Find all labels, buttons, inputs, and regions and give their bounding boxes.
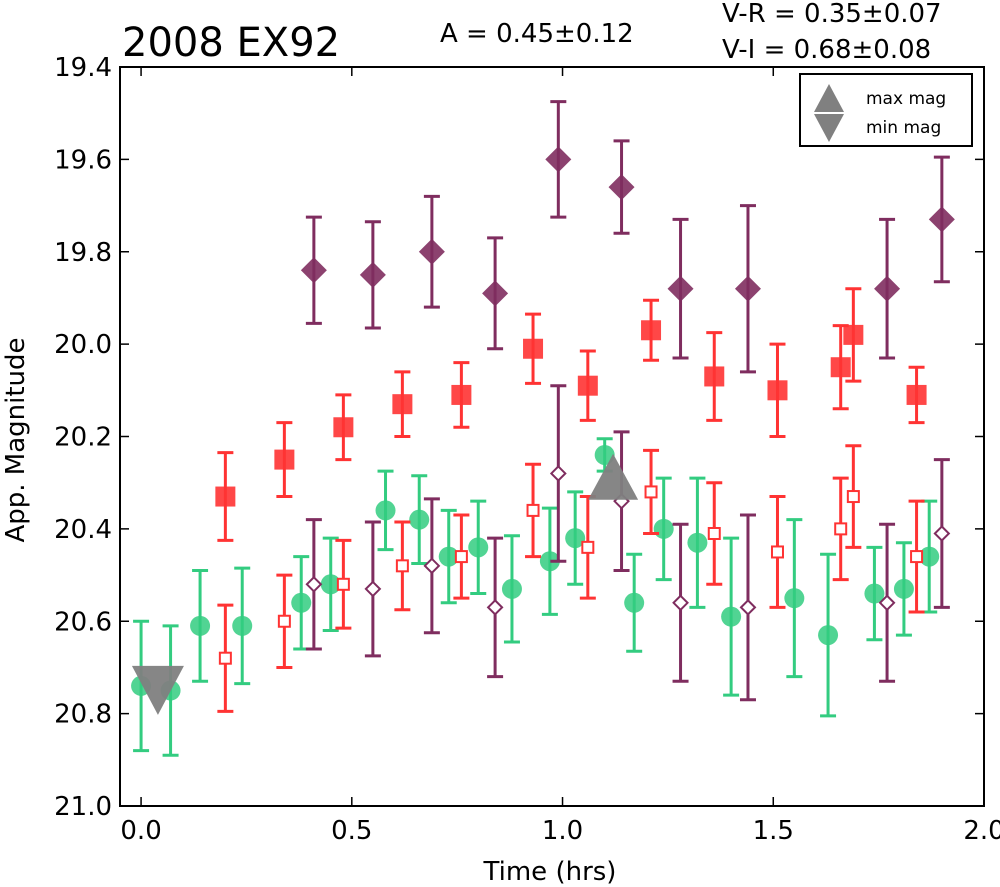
- data-point-square: [215, 486, 236, 507]
- data-point-circle: [539, 551, 560, 572]
- data-point-diamond: [667, 275, 694, 302]
- data-point-diamond: [545, 146, 572, 173]
- y-tick-label: 19.8: [54, 238, 112, 268]
- y-tick-label: 21.0: [54, 792, 112, 822]
- data-point-open-diamond: [739, 598, 757, 616]
- x-tick-label: 0.0: [120, 816, 161, 846]
- x-tick-label: 2.0: [963, 816, 1000, 846]
- x-tick-label: 0.5: [331, 816, 372, 846]
- chart-title: 2008 EX92: [122, 20, 340, 66]
- data-point-open-square: [834, 522, 848, 536]
- y-tick-label: 20.0: [54, 330, 112, 360]
- data-point-open-diamond: [549, 465, 567, 482]
- legend-label-max: max mag: [866, 89, 946, 109]
- data-point-open-square: [770, 545, 784, 559]
- legend-label-min: min mag: [866, 118, 941, 138]
- legend: max mag min mag: [799, 73, 973, 147]
- data-point-open-square: [707, 526, 721, 540]
- data-point-diamond: [608, 174, 635, 201]
- data-point-open-square: [581, 540, 595, 554]
- plot-frame: [119, 66, 985, 807]
- data-point-open-square: [644, 485, 658, 499]
- min-mag-marker: [131, 665, 184, 715]
- data-point-open-square: [454, 550, 468, 564]
- data-point-circle: [864, 583, 885, 604]
- data-point-circle: [375, 500, 396, 521]
- y-axis-label: App. Magnitude: [1, 337, 31, 542]
- data-point-square: [843, 324, 864, 345]
- data-point-circle: [409, 509, 430, 530]
- data-point-square: [333, 417, 354, 438]
- color-index-vi: V-I = 0.68±0.08: [722, 35, 931, 65]
- data-point-diamond: [300, 257, 327, 284]
- data-point-open-diamond: [305, 575, 323, 593]
- data-point-open-square: [218, 651, 232, 665]
- data-point-circle: [818, 625, 839, 646]
- data-point-diamond: [418, 238, 445, 265]
- data-point-square: [704, 366, 725, 387]
- data-point-open-square: [846, 490, 860, 504]
- data-point-square: [392, 394, 413, 415]
- data-point-square: [641, 320, 662, 341]
- data-point-square: [577, 375, 598, 396]
- data-point-circle: [232, 615, 253, 636]
- data-point-open-square: [277, 614, 291, 628]
- data-point-circle: [919, 546, 940, 567]
- x-axis-label: Time (hrs): [483, 857, 617, 887]
- data-point-circle: [468, 537, 489, 558]
- data-point-open-diamond: [672, 594, 689, 612]
- data-point-circle: [291, 592, 312, 613]
- extrema-markers: [131, 453, 639, 715]
- data-point-diamond: [928, 206, 955, 233]
- data-point-open-square: [910, 550, 924, 564]
- data-point-open-diamond: [933, 525, 951, 542]
- data-point-diamond: [874, 275, 901, 302]
- data-marks: [131, 100, 955, 757]
- data-point-square: [274, 449, 295, 470]
- data-point-square: [523, 338, 544, 359]
- data-point-diamond: [734, 275, 761, 302]
- data-point-circle: [438, 546, 459, 567]
- data-point-circle: [893, 578, 914, 599]
- data-point-open-square: [395, 559, 409, 573]
- y-tick-label: 19.4: [54, 53, 112, 83]
- data-point-diamond: [482, 280, 509, 307]
- y-tick-label: 20.6: [54, 607, 112, 637]
- data-point-circle: [594, 444, 615, 465]
- max-mag-marker: [588, 453, 639, 500]
- data-point-circle: [501, 578, 522, 599]
- data-point-square: [451, 384, 472, 405]
- legend-max-mag-icon: [814, 84, 844, 112]
- data-point-circle: [624, 592, 645, 613]
- data-point-square: [906, 384, 927, 405]
- y-tick-label: 19.6: [54, 145, 112, 175]
- y-tick-label: 20.8: [54, 700, 112, 730]
- data-point-open-square: [336, 577, 350, 591]
- data-point-open-diamond: [364, 580, 382, 598]
- data-point-circle: [565, 528, 586, 549]
- data-point-open-diamond: [878, 594, 896, 612]
- data-point-circle: [190, 615, 211, 636]
- data-point-circle: [320, 574, 341, 595]
- y-tick-label: 20.2: [54, 423, 112, 453]
- data-point-square: [767, 380, 788, 401]
- amplitude-text: A = 0.45±0.12: [440, 19, 634, 49]
- x-tick-label: 1.0: [542, 816, 583, 846]
- data-point-circle: [653, 518, 674, 539]
- data-point-circle: [687, 532, 708, 553]
- axes: 0.0 0.5 1.0 1.5 2.0 19.4 19.6 19.8 20.0 20.2 20.4 2…: [54, 53, 1000, 846]
- legend-min-mag-icon: [814, 114, 844, 142]
- data-point-diamond: [359, 261, 386, 288]
- y-tick-label: 20.4: [54, 515, 112, 545]
- x-tick-label: 1.5: [753, 816, 794, 846]
- data-point-open-square: [526, 503, 540, 517]
- data-point-open-diamond: [423, 557, 441, 575]
- data-point-circle: [721, 606, 742, 627]
- color-index-vr: V-R = 0.35±0.07: [722, 0, 942, 29]
- data-point-open-diamond: [486, 598, 504, 616]
- data-point-square: [830, 357, 851, 378]
- data-point-circle: [784, 588, 805, 609]
